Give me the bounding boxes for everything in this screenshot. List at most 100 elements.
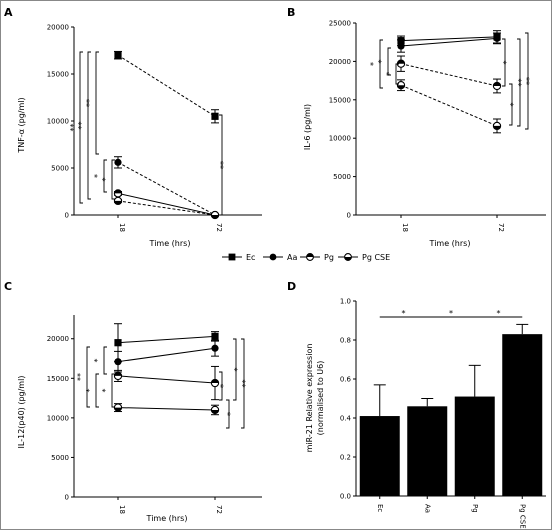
significance-label: *: [402, 309, 406, 318]
panel-d-plot: [355, 301, 546, 497]
significance-bracket: [387, 47, 391, 76]
significance-label: *: [497, 309, 501, 318]
data-point: [396, 81, 406, 90]
significance-label: **: [525, 77, 534, 85]
significance-label: *: [509, 103, 518, 107]
panel-b-yticks: 0 5000 10000 15000 20000 25000: [329, 20, 356, 220]
panel-a-ylabel: TNF-α (pg/ml): [17, 97, 26, 153]
bar: [407, 406, 448, 496]
significance-bracket: [525, 32, 529, 130]
panel-d-xtick-label: Pg: [471, 504, 479, 513]
panel-d-ylabel-line1: miR-21 Relative expression: [305, 344, 314, 453]
bar: [502, 334, 543, 496]
series-line: [117, 407, 216, 411]
significance-label: **: [517, 79, 526, 87]
panel-b-ytick-label: 20000: [329, 58, 351, 66]
data-point: [492, 121, 502, 131]
panel-b-ytick-label: 0: [347, 212, 351, 220]
significance-bracket: [87, 51, 91, 200]
panel-b-xtick-label: 72: [497, 223, 505, 232]
data-point: [113, 189, 123, 198]
series-line: [400, 63, 498, 87]
panel-b-ytick-label: 15000: [329, 96, 351, 104]
significance-bracket: [509, 83, 513, 126]
panel-d-xtick-label: Pg CSE: [518, 504, 526, 529]
panel-c-yticks: 0 5000 10000 15000 20000: [47, 335, 74, 502]
bar: [454, 396, 495, 496]
data-point: [492, 81, 502, 91]
panel-b-xticks: 18 72: [400, 215, 505, 232]
panel-c-plot: [73, 315, 262, 498]
series-line: [400, 36, 498, 42]
data-point: [114, 51, 122, 59]
data-point: [210, 405, 220, 415]
panel-b-ytick-label: 10000: [329, 135, 351, 143]
panel-a-ytick-label: 15000: [47, 71, 69, 79]
panel-a-letter: A: [4, 6, 13, 19]
data-point: [210, 378, 220, 388]
series-line: [117, 200, 216, 216]
panel-d-ytick-label: 0.8: [340, 337, 351, 345]
legend-marker: [306, 253, 314, 261]
panel-a-ytick-label: 20000: [47, 24, 69, 32]
data-point: [211, 112, 219, 120]
legend-marker: [269, 253, 277, 261]
panel-d-ytick-label: 0.0: [340, 493, 351, 501]
significance-bracket: [379, 39, 383, 89]
significance-label: **: [77, 122, 86, 130]
significance-bracket: [219, 371, 223, 401]
significance-label: **: [85, 99, 94, 107]
panel-c-xtick-label: 72: [215, 505, 223, 514]
panel-c-xlabel: Time (hrs): [146, 514, 188, 523]
data-point: [114, 339, 122, 347]
significance-bracket: [95, 51, 99, 155]
panel-a-xticks: 18 72: [117, 215, 223, 232]
panel-d: D 0.0 0.2 0.4 0.6 0.8 1.0 Ec Aa Pg Pg CSE * * * mi…: [287, 280, 546, 529]
significance-bracket: [395, 63, 399, 85]
panel-a-xtick-label: 18: [118, 223, 126, 232]
series-line: [117, 335, 216, 344]
panel-d-ytick-label: 0.2: [340, 454, 351, 462]
panel-a-yticks: 0 5000 10000 15000 20000: [47, 24, 74, 220]
legend-label: Aa: [287, 253, 297, 262]
panel-c-xtick-label: 18: [118, 505, 126, 514]
panel-a-xtick-label: 72: [215, 223, 223, 232]
panel-c-ytick-label: 20000: [47, 335, 69, 343]
data-point: [493, 34, 501, 42]
panel-a-ytick-label: 10000: [47, 118, 69, 126]
panel-a-ytick-label: 5000: [51, 165, 69, 173]
significance-label: *: [93, 174, 102, 178]
panel-d-xticks: Ec Aa Pg Pg CSE: [376, 496, 526, 529]
data-point: [114, 158, 122, 166]
panel-d-ytick-label: 1.0: [340, 298, 351, 306]
legend-label: Pg: [324, 253, 334, 262]
series-line: [117, 375, 216, 384]
data-point: [397, 42, 405, 50]
significance-bracket: [111, 159, 115, 200]
panel-a-significance: **********: [69, 51, 228, 216]
significance-bracket: [95, 373, 99, 408]
significance-label: *: [101, 389, 110, 393]
significance-label: *: [449, 309, 453, 318]
bar: [359, 416, 400, 496]
series-line: [117, 347, 216, 363]
significance-label: *: [226, 412, 235, 416]
significance-bracket: [517, 38, 521, 127]
panel-b-letter: B: [287, 6, 295, 19]
panel-c-xticks: 18 72: [117, 497, 223, 514]
panel-d-significance: * * *: [379, 309, 523, 318]
panel-c-ytick-label: 0: [65, 494, 69, 502]
data-point: [113, 403, 123, 412]
panel-b-ytick-label: 5000: [333, 173, 351, 181]
data-point: [113, 196, 123, 206]
panel-d-xtick-label: Aa: [423, 504, 431, 513]
series-line: [117, 54, 216, 117]
data-point: [211, 332, 219, 340]
significance-bracket: [86, 346, 90, 408]
panel-d-letter: D: [287, 280, 296, 293]
panel-c-ytick-label: 15000: [47, 375, 69, 383]
panel-d-ylabel-line2: (normalised to U6): [316, 361, 325, 436]
panel-d-ytick-label: 0.6: [340, 376, 352, 384]
significance-bracket: [111, 373, 115, 408]
